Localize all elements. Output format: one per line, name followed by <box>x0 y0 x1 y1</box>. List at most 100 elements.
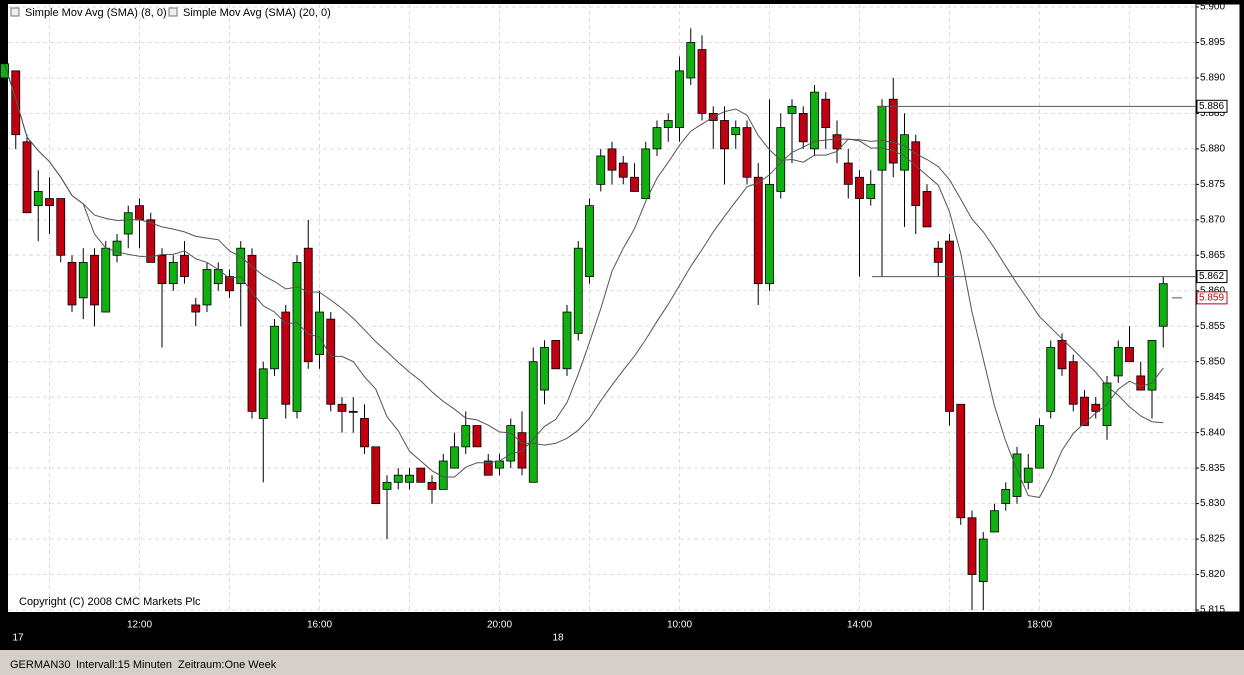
candle-body <box>607 148 617 171</box>
legend-checkbox[interactable] <box>10 7 20 17</box>
candle-body <box>562 311 572 370</box>
candle-body <box>146 219 156 263</box>
y-tick-label: 5.850 <box>1200 356 1225 367</box>
y-tick-label: 5.885 <box>1200 108 1225 119</box>
y-tick-label: 5.895 <box>1200 37 1225 48</box>
candle-body <box>292 261 302 412</box>
candle-body <box>978 538 988 583</box>
price-marker-box <box>1196 291 1228 305</box>
candle-body <box>1046 347 1056 412</box>
y-tick-label: 5.875 <box>1200 179 1225 190</box>
y-tick-label: 5.835 <box>1200 463 1225 474</box>
candle-body <box>540 347 549 391</box>
y-tick-label: 5.840 <box>1200 427 1225 438</box>
candle-body <box>686 42 696 79</box>
y-tick-label: 5.865 <box>1200 250 1225 261</box>
candle-body <box>281 311 291 405</box>
candle-body <box>765 183 774 285</box>
candle-body <box>180 254 189 277</box>
candle-body <box>135 205 144 221</box>
candle-body <box>1035 425 1044 469</box>
candle-body <box>933 247 943 263</box>
candle-body <box>303 247 313 363</box>
legend-entry: Simple Mov Avg (SMA) (20, 0) <box>183 7 331 19</box>
price-marker-label: 5.862 <box>1199 271 1224 282</box>
candle-body <box>315 311 324 356</box>
x-tick-label: 14:00 <box>847 620 872 631</box>
candle-body <box>0 63 9 79</box>
y-tick-label: 5.870 <box>1200 214 1225 225</box>
candle-body <box>157 254 167 285</box>
candle-body <box>1001 488 1011 504</box>
candle-body <box>236 247 246 285</box>
y-tick-label: 5.890 <box>1200 73 1225 84</box>
candle-body <box>517 432 527 469</box>
candle-body <box>742 127 752 178</box>
candle-body <box>258 368 268 419</box>
candle-body <box>67 261 77 306</box>
candle-body <box>11 70 21 136</box>
x-tick-label: 18 <box>553 633 565 644</box>
y-tick-label: 5.860 <box>1200 285 1225 296</box>
candle-body <box>753 176 763 285</box>
candle-body <box>1091 403 1101 412</box>
x-tick-label: 20:00 <box>487 620 512 631</box>
y-tick-label: 5.845 <box>1200 392 1225 403</box>
y-tick-label: 5.825 <box>1200 534 1225 545</box>
sma-line <box>4 63 1164 446</box>
y-tick-label: 5.815 <box>1200 605 1225 616</box>
candle-body <box>1023 467 1033 483</box>
candle-body <box>675 70 684 129</box>
candle-body <box>427 481 437 490</box>
x-tick-label: 18:00 <box>1027 620 1052 631</box>
candle-body <box>1158 283 1168 327</box>
sma-line <box>4 63 1164 498</box>
y-tick-label: 5.830 <box>1200 498 1225 509</box>
candle-body <box>168 261 178 285</box>
x-tick-label: 12:00 <box>127 620 152 631</box>
copyright: Copyright (C) 2008 CMC Markets Plc <box>19 596 201 608</box>
candle-body <box>90 254 99 306</box>
candle-body <box>652 127 662 150</box>
candle-body <box>393 474 403 483</box>
candle-body <box>495 460 504 469</box>
candle-body <box>967 517 977 575</box>
candle-body <box>573 247 583 334</box>
candle-body <box>450 446 459 469</box>
candle-body <box>720 120 729 150</box>
candle-body <box>101 247 111 313</box>
y-tick-label: 5.820 <box>1200 569 1225 580</box>
y-tick-label: 5.900 <box>1200 2 1225 13</box>
candle-body <box>798 113 808 143</box>
candle-body <box>945 240 954 412</box>
candle-body <box>618 162 628 178</box>
candle-body <box>405 474 414 483</box>
candle-body <box>112 240 122 256</box>
candle-body <box>551 340 561 370</box>
symbol: GERMAN30 <box>10 659 71 671</box>
candle-body <box>33 191 43 207</box>
candle-body <box>877 105 887 171</box>
candle-body <box>202 269 212 306</box>
price-marker-box <box>1196 270 1228 284</box>
candle-body <box>483 460 493 476</box>
legend-checkbox[interactable] <box>168 7 178 17</box>
candle-body <box>1136 375 1146 391</box>
candle-body <box>56 198 66 256</box>
candle-body <box>663 120 673 128</box>
marks <box>0 28 1196 610</box>
candle-body <box>900 134 909 171</box>
candle-body <box>382 481 392 490</box>
price-marker-label: 5.886 <box>1199 101 1224 112</box>
candle-body <box>360 418 369 448</box>
candle-body <box>888 98 898 164</box>
candle-body <box>832 134 842 150</box>
candle-body <box>810 91 819 150</box>
status-bar <box>0 650 1244 675</box>
candle-body <box>787 105 797 114</box>
candle-body <box>821 98 831 128</box>
candle-body <box>630 176 639 192</box>
candle-body <box>1125 347 1134 363</box>
candle-body <box>731 127 741 136</box>
candle-body <box>371 446 381 504</box>
